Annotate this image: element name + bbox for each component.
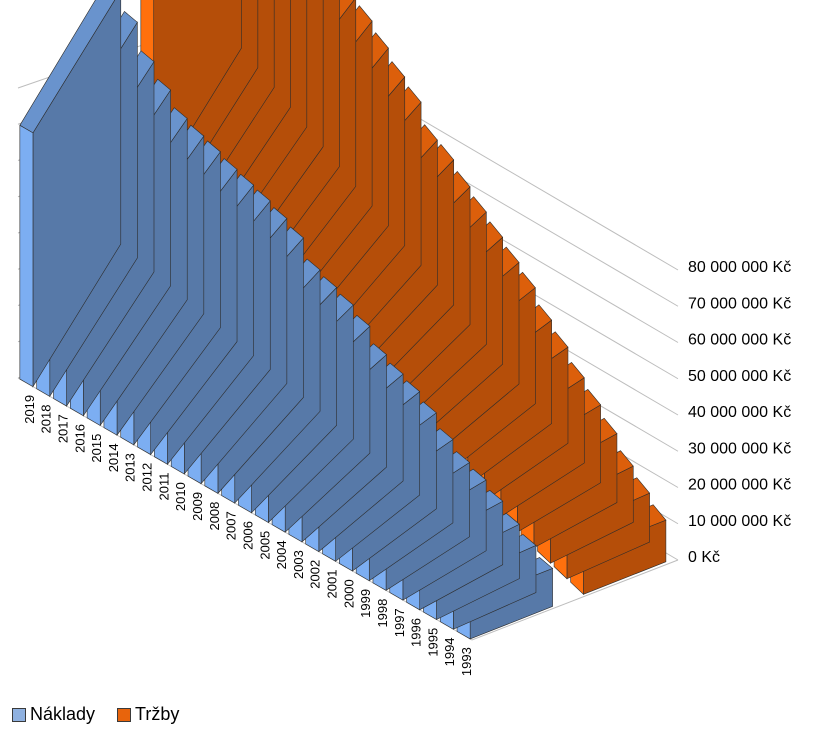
- x-tick-label: 1995: [425, 628, 440, 657]
- x-tick-label: 2002: [308, 560, 323, 589]
- series-trzby: [140, 0, 667, 595]
- y-tick-label: 60 000 000 Kč: [688, 332, 791, 349]
- x-tick-label: 2011: [156, 472, 171, 500]
- x-tick-label: 2013: [123, 453, 138, 482]
- x-tick-label: 2001: [325, 570, 340, 599]
- y-tick-label: 0 Kč: [688, 549, 720, 566]
- x-tick-label: 2015: [89, 434, 104, 463]
- legend-item-trzby: Tržby: [117, 704, 179, 725]
- series-naklady: [19, 0, 554, 640]
- y-tick-label: 50 000 000 Kč: [688, 368, 791, 385]
- x-tick-label: 2000: [341, 579, 356, 608]
- x-tick-label: 2004: [274, 540, 289, 569]
- x-tick-label: 1998: [375, 599, 390, 628]
- y-tick-label: 30 000 000 Kč: [688, 440, 791, 457]
- legend-swatch-naklady: [12, 707, 26, 722]
- x-tick-label: 2016: [72, 424, 87, 453]
- y-tick-label: 80 000 000 Kč: [688, 259, 791, 276]
- x-tick-label: 2017: [55, 414, 70, 443]
- y-tick-label: 40 000 000 Kč: [688, 404, 791, 421]
- x-tick-label: 2003: [291, 550, 306, 579]
- x-tick-label: 1997: [392, 608, 407, 637]
- y-axis-ticks: 80 000 000 Kč 70 000 000 Kč 60 000 000 Kč 5…: [688, 259, 791, 566]
- x-axis-ticks: 2019 2018 2017 2016 2015 2014 2013 2012 2011 2010…: [22, 395, 474, 676]
- x-tick-label: 2005: [257, 531, 272, 560]
- legend-label-naklady: Náklady: [30, 704, 96, 724]
- y-tick-label: 10 000 000 Kč: [688, 513, 791, 530]
- legend-swatch-trzby: [117, 707, 132, 722]
- x-tick-label: 1993: [459, 647, 474, 676]
- legend: Náklady Tržby: [12, 704, 179, 725]
- x-tick-label: 2010: [173, 482, 188, 511]
- y-tick-label: 20 000 000 Kč: [688, 477, 791, 494]
- bar-naklady-2019: [19, 0, 122, 388]
- x-tick-label: 2009: [190, 492, 205, 521]
- x-tick-label: 1996: [409, 618, 424, 647]
- x-tick-label: 2018: [39, 405, 54, 434]
- x-tick-label: 1994: [442, 637, 457, 666]
- x-tick-label: 2014: [106, 443, 121, 472]
- x-tick-label: 2019: [22, 395, 37, 424]
- x-tick-label: 2007: [224, 511, 239, 540]
- x-tick-label: 2012: [140, 463, 155, 492]
- x-tick-label: 1999: [358, 589, 373, 618]
- floor-edge: [17, 377, 679, 641]
- y-tick-label: 70 000 000 Kč: [688, 295, 791, 312]
- x-tick-label: 2008: [207, 502, 222, 531]
- legend-label-trzby: Tržby: [135, 704, 180, 724]
- legend-item-naklady: Náklady: [12, 704, 95, 725]
- x-tick-label: 2006: [240, 521, 255, 550]
